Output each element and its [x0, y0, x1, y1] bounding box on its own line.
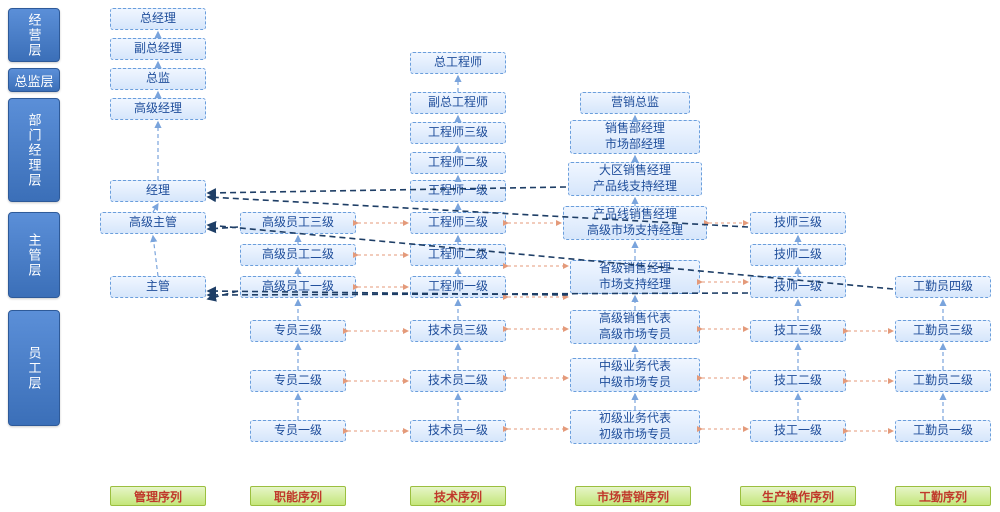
node-mk6: 中级业务代表 中级市场专员 — [570, 358, 700, 392]
org-chart-canvas: 经营层总监层部门经理层主管层员工层总经理副总经理总监高级经理经理高级主管主管高级… — [0, 0, 1000, 512]
sequence-S3: 技术序列 — [410, 486, 506, 506]
node-p5: 技工二级 — [750, 370, 846, 392]
node-t9: 技术员二级 — [410, 370, 506, 392]
node-p1: 技师三级 — [750, 212, 846, 234]
node-t2: 工程师三级 — [410, 122, 506, 144]
node-t4: 工程师一级 — [410, 180, 506, 202]
node-t1: 副总工程师 — [410, 92, 506, 114]
sequence-S1: 管理序列 — [110, 486, 206, 506]
node-z3: 高级员工一级 — [240, 276, 356, 298]
sequence-S4: 市场营销序列 — [575, 486, 691, 506]
node-z4: 专员三级 — [250, 320, 346, 342]
node-t5: 工程师三级 — [410, 212, 506, 234]
node-g1: 工勤员四级 — [895, 276, 991, 298]
node-t3: 工程师二级 — [410, 152, 506, 174]
node-mk0: 营销总监 — [580, 92, 690, 114]
node-m1: 总经理 — [110, 8, 206, 30]
sequence-S6: 工勤序列 — [895, 486, 991, 506]
node-z5: 专员二级 — [250, 370, 346, 392]
node-z2: 高级员工二级 — [240, 244, 356, 266]
sequence-S2: 职能序列 — [250, 486, 346, 506]
node-t6: 工程师二级 — [410, 244, 506, 266]
node-g2: 工勤员三级 — [895, 320, 991, 342]
layer-L3: 部门经理层 — [8, 98, 60, 202]
node-z6: 专员一级 — [250, 420, 346, 442]
layer-L1: 经营层 — [8, 8, 60, 62]
node-mk2: 大区销售经理 产品线支持经理 — [568, 162, 702, 196]
sequence-S5: 生产操作序列 — [740, 486, 856, 506]
node-z1: 高级员工三级 — [240, 212, 356, 234]
layer-L5: 员工层 — [8, 310, 60, 426]
node-m6: 高级主管 — [100, 212, 206, 234]
node-t0: 总工程师 — [410, 52, 506, 74]
node-mk7: 初级业务代表 初级市场专员 — [570, 410, 700, 444]
node-m2: 副总经理 — [110, 38, 206, 60]
node-t8: 技术员三级 — [410, 320, 506, 342]
node-m5: 经理 — [110, 180, 206, 202]
node-t10: 技术员一级 — [410, 420, 506, 442]
layer-L2: 总监层 — [8, 68, 60, 92]
node-p4: 技工三级 — [750, 320, 846, 342]
node-t7: 工程师一级 — [410, 276, 506, 298]
node-mk3: 产品线销售经理 高级市场支持经理 — [563, 206, 707, 240]
layer-L4: 主管层 — [8, 212, 60, 298]
node-mk5: 高级销售代表 高级市场专员 — [570, 310, 700, 344]
node-p3: 技师一级 — [750, 276, 846, 298]
node-p6: 技工一级 — [750, 420, 846, 442]
node-m4: 高级经理 — [110, 98, 206, 120]
node-g3: 工勤员二级 — [895, 370, 991, 392]
node-mk4: 省级销售经理 市场支持经理 — [570, 260, 700, 294]
node-g4: 工勤员一级 — [895, 420, 991, 442]
node-m3: 总监 — [110, 68, 206, 90]
node-p2: 技师二级 — [750, 244, 846, 266]
node-mk1: 销售部经理 市场部经理 — [570, 120, 700, 154]
node-m7: 主管 — [110, 276, 206, 298]
